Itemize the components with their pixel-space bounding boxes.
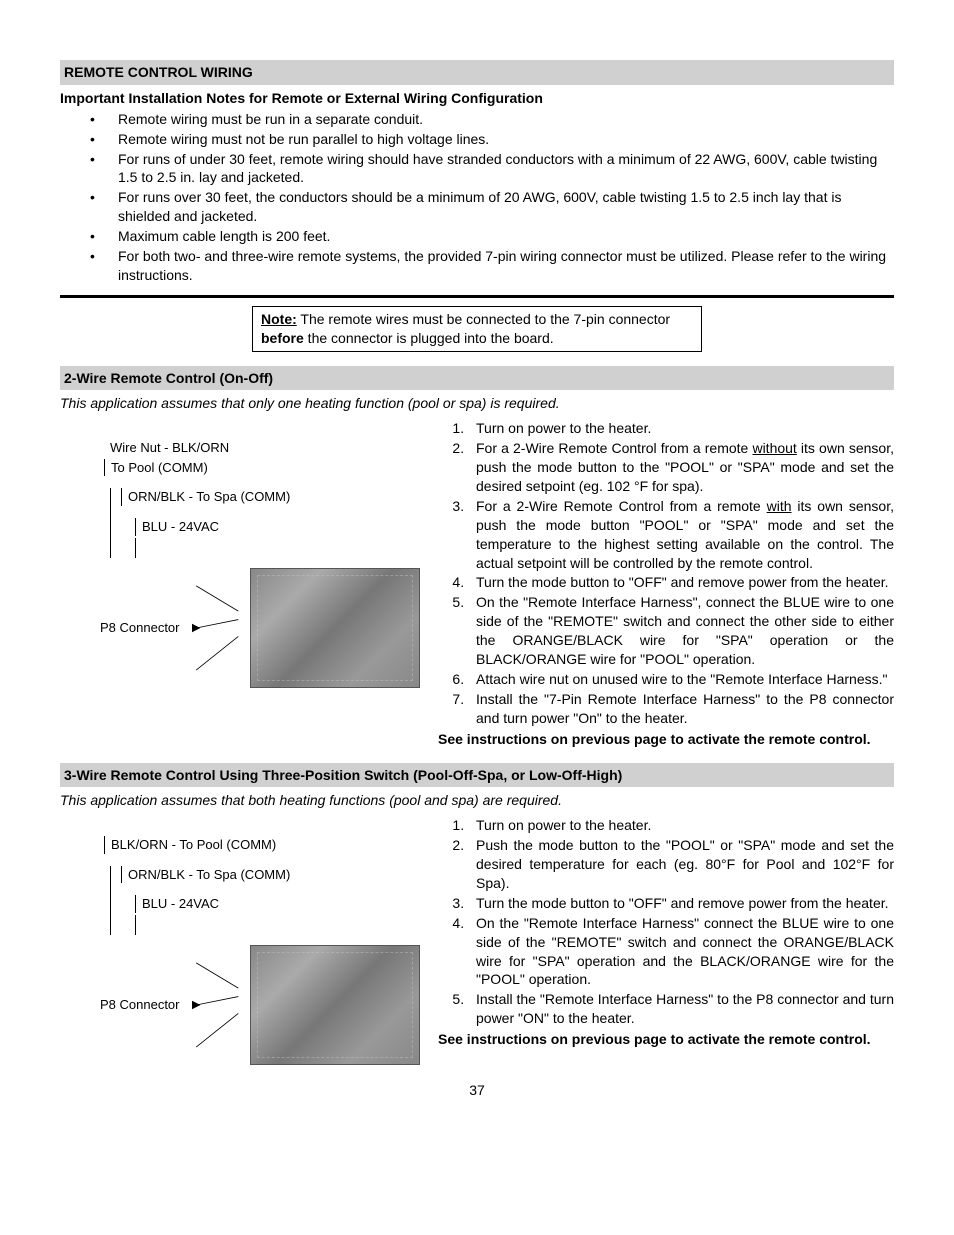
lead-lines-icon	[192, 945, 243, 1065]
note-label: Note:	[261, 311, 297, 327]
wire-label-1a: Wire Nut - BLK/ORN	[110, 439, 420, 457]
diagram-2wire: Wire Nut - BLK/ORN To Pool (COMM) ORN/BL…	[60, 419, 420, 687]
step-item: On the "Remote Interface Harness", conne…	[468, 593, 894, 669]
step-item: Turn the mode button to "OFF" and remove…	[468, 573, 894, 592]
p8-connector-label-3w: P8 Connector	[100, 996, 184, 1014]
bullet-item: Maximum cable length is 200 feet.	[90, 227, 894, 246]
bullet-item: Remote wiring must be run in a separate …	[90, 110, 894, 129]
step-item: Turn the mode button to "OFF" and remove…	[468, 894, 894, 913]
step-item: Install the "Remote Interface Harness" t…	[468, 990, 894, 1028]
steps-2wire: Turn on power to the heater.For a 2-Wire…	[438, 419, 894, 727]
p8-connector-label: P8 Connector	[100, 619, 184, 637]
wire-label-3w-2: ORN/BLK - To Spa (COMM)	[121, 866, 420, 884]
divider	[60, 295, 894, 298]
bullet-item: For runs over 30 feet, the conductors sh…	[90, 188, 894, 226]
lead-lines-icon	[192, 568, 243, 688]
step-item: Turn on power to the heater.	[468, 816, 894, 835]
step-item: On the "Remote Interface Harness" connec…	[468, 914, 894, 990]
steps-3wire: Turn on power to the heater.Push the mod…	[438, 816, 894, 1028]
assumption-2wire: This application assumes that only one h…	[60, 394, 894, 413]
circuit-board-image	[250, 945, 420, 1065]
wire-label-3w-3: BLU - 24VAC	[135, 895, 420, 913]
circuit-board-image	[250, 568, 420, 688]
section-header-3wire: 3-Wire Remote Control Using Three-Positi…	[60, 763, 894, 788]
wire-label-3w-1: BLK/ORN - To Pool (COMM)	[104, 836, 420, 854]
section-header-remote-wiring: REMOTE CONTROL WIRING	[60, 60, 894, 85]
bullet-item: For both two- and three-wire remote syst…	[90, 247, 894, 285]
note-box: Note: The remote wires must be connected…	[252, 306, 702, 352]
note-text-2: the connector is plugged into the board.	[304, 330, 554, 346]
wire-label-3: BLU - 24VAC	[135, 518, 420, 536]
step-item: For a 2-Wire Remote Control from a remot…	[468, 497, 894, 573]
step-item: For a 2-Wire Remote Control from a remot…	[468, 439, 894, 496]
wire-label-1b: To Pool (COMM)	[104, 459, 420, 477]
note-text-1: The remote wires must be connected to th…	[297, 311, 670, 327]
step-item: Attach wire nut on unused wire to the "R…	[468, 670, 894, 689]
bullet-item: Remote wiring must not be run parallel t…	[90, 130, 894, 149]
install-notes-subtitle: Important Installation Notes for Remote …	[60, 89, 894, 108]
note-bold: before	[261, 330, 304, 346]
assumption-3wire: This application assumes that both heati…	[60, 791, 894, 810]
page-number: 37	[60, 1081, 894, 1100]
bullet-item: For runs of under 30 feet, remote wiring…	[90, 150, 894, 188]
step-item: Install the "7-Pin Remote Interface Harn…	[468, 690, 894, 728]
diagram-3wire: BLK/ORN - To Pool (COMM) ORN/BLK - To Sp…	[60, 816, 420, 1065]
step-item: Push the mode button to the "POOL" or "S…	[468, 836, 894, 893]
install-notes-list: Remote wiring must be run in a separate …	[60, 110, 894, 285]
step-item: Turn on power to the heater.	[468, 419, 894, 438]
footer-2wire: See instructions on previous page to act…	[438, 730, 894, 749]
section-header-2wire: 2-Wire Remote Control (On-Off)	[60, 366, 894, 391]
wire-label-2: ORN/BLK - To Spa (COMM)	[121, 488, 420, 506]
footer-3wire: See instructions on previous page to act…	[438, 1030, 894, 1049]
